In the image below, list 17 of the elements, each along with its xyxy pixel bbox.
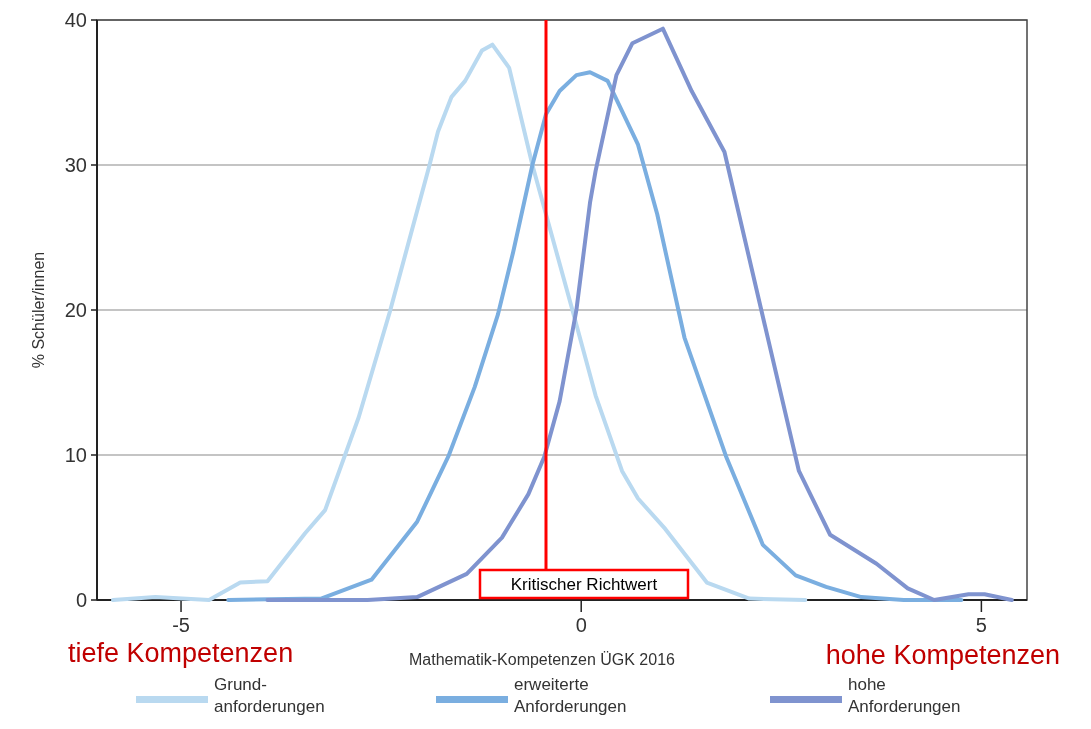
y-tick-label: 0 xyxy=(75,589,87,611)
y-tick-label: 40 xyxy=(64,9,87,31)
x-tick-label: 5 xyxy=(975,614,987,636)
legend-label: hohe Anforderungen xyxy=(848,675,961,716)
text: tiefe Kompetenzen xyxy=(68,638,294,668)
label-box: Kritischer Richtwert xyxy=(478,568,690,600)
legend-label: Grund- anforderungen xyxy=(214,675,325,716)
x-axis-title: Mathematik-Kompetenzen ÜGK 2016 xyxy=(409,651,676,668)
text: hohe Kompetenzen xyxy=(825,640,1060,670)
ref-line-label: Kritischer Richtwert xyxy=(510,574,658,594)
x-tick-label: -5 xyxy=(172,614,190,636)
y-axis-title: % Schüler/innen xyxy=(30,251,47,369)
y-tick-label: 20 xyxy=(64,299,87,321)
legend-label: erweiterte Anforderungen xyxy=(514,675,627,716)
x-tick-label: 0 xyxy=(575,614,587,636)
y-tick-label: 30 xyxy=(64,154,87,176)
y-tick-label: 10 xyxy=(64,444,87,466)
